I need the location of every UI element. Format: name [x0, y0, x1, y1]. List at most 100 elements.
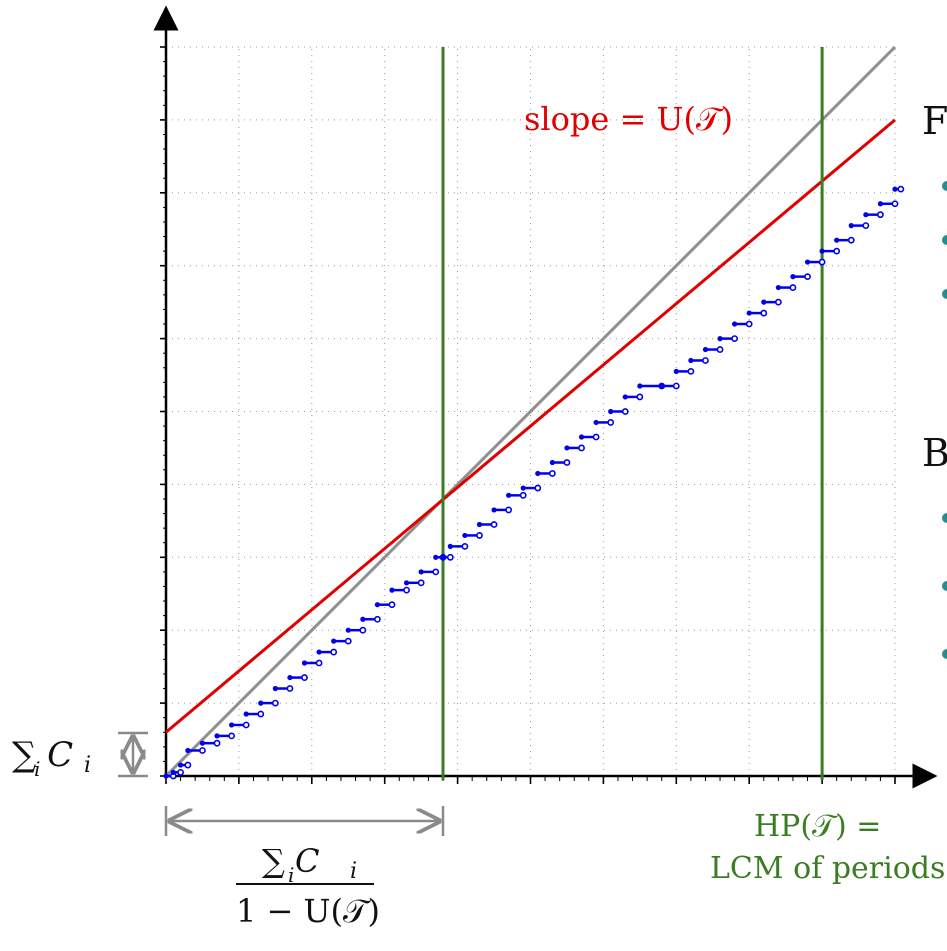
demand-step-open-point	[184, 761, 192, 769]
demand-step-point	[177, 762, 184, 768]
side-letter-b: B	[922, 431, 947, 475]
bullet-dot	[942, 289, 947, 299]
bullet-dot	[942, 235, 947, 245]
demand-step-point	[834, 237, 840, 243]
demand-step-open-point	[213, 739, 221, 747]
demand-step-point	[746, 310, 752, 316]
demand-step-open-point	[804, 273, 811, 281]
demand-step-point	[229, 722, 235, 728]
demand-step-open-point	[607, 419, 615, 426]
demand-step-point	[199, 740, 206, 746]
demand-step-open-point	[847, 236, 855, 244]
demand-step-point	[316, 649, 322, 655]
sum-c-left-text: ∑ C	[12, 735, 73, 775]
demand-step-point	[702, 346, 709, 353]
demand-step-open-point	[286, 685, 294, 692]
bullet-dot	[942, 513, 947, 523]
side-letter-f: F	[922, 99, 947, 143]
bullet-dot	[942, 581, 947, 591]
demand-step-open-point	[177, 768, 184, 776]
demand-step-point	[688, 357, 694, 364]
demand-step-point	[892, 186, 898, 192]
demand-step-open-point	[388, 601, 396, 609]
sum-c-left-sub: i	[34, 757, 40, 781]
demand-step-open-point	[476, 532, 483, 539]
demand-step-point	[863, 212, 869, 218]
demand-step-point	[717, 336, 723, 342]
demand-step-open-point	[833, 247, 841, 255]
demand-step-open-point	[257, 710, 265, 718]
demand-step-point	[418, 569, 424, 575]
identity-line	[164, 45, 897, 778]
demand-step-point	[804, 259, 811, 265]
demand-step-open-point	[301, 674, 308, 681]
demand-step-open-point	[242, 721, 250, 729]
hp-label-line2: LCM of periods	[710, 851, 945, 886]
demand-steps	[163, 185, 905, 780]
demand-step-point	[476, 521, 483, 528]
bullet-list-fragments	[942, 181, 947, 659]
demand-step-open-point	[199, 747, 206, 754]
demand-step-point	[462, 532, 468, 539]
demand-step-point	[360, 616, 366, 622]
demand-step-point	[535, 470, 541, 477]
reference-lines	[164, 45, 897, 780]
demand-step-open-point	[271, 699, 279, 707]
demand-step-point	[287, 674, 293, 681]
demand-step-point	[374, 602, 381, 608]
demand-step-point	[761, 299, 767, 305]
demand-step-open-point	[578, 444, 585, 452]
demand-step-point	[258, 700, 264, 706]
demand-step-point	[659, 383, 665, 389]
demand-step-point	[549, 459, 555, 466]
demand-step-open-point	[359, 626, 367, 634]
fraction-numerator: ∑ C	[262, 842, 320, 880]
demand-step-open-point	[818, 258, 826, 266]
demand-step-open-point	[374, 615, 381, 623]
demand-step-open-point	[403, 586, 410, 594]
demand-step-open-point	[774, 298, 782, 306]
demand-step-point	[637, 383, 643, 389]
fraction-bracket	[164, 806, 445, 836]
demand-step-point	[243, 711, 249, 717]
bullet-dot	[942, 649, 947, 659]
demand-step-point	[440, 554, 446, 560]
demand-step-point	[331, 638, 337, 644]
demand-step-point	[848, 223, 854, 229]
demand-step-point	[608, 408, 614, 415]
demand-step-point	[564, 445, 570, 451]
demand-step-point	[520, 485, 526, 491]
demand-step-point	[433, 554, 439, 560]
fraction-numerator-i: i	[350, 859, 357, 884]
hp-label-line1: HP(𝒯) =	[754, 809, 881, 844]
demand-step-open-point	[789, 284, 797, 291]
demand-step-open-point	[687, 368, 695, 375]
demand-step-open-point	[636, 393, 644, 401]
fraction-denominator: 1 − U(𝒯)	[236, 892, 380, 930]
demand-step-point	[877, 201, 884, 207]
demand-step-point	[593, 419, 599, 426]
demand-step-point	[447, 543, 453, 549]
demand-step-open-point	[760, 309, 768, 317]
sum-c-left-i: i	[84, 753, 91, 778]
demand-step-open-point	[490, 521, 498, 528]
demand-step-point	[673, 368, 679, 375]
demand-step-point	[272, 685, 278, 692]
demand-step-point	[214, 733, 220, 739]
demand-step-point	[403, 580, 410, 586]
demand-step-open-point	[228, 732, 236, 740]
demand-step-open-point	[344, 637, 352, 645]
demand-step-open-point	[731, 335, 739, 342]
demand-step-point	[301, 660, 308, 666]
demand-step-open-point	[534, 484, 542, 492]
demand-step-open-point	[315, 659, 323, 667]
demand-step-open-point	[519, 491, 527, 499]
fraction-numerator-sub: i	[288, 863, 294, 887]
demand-step-point	[389, 587, 395, 593]
fraction-label: ∑ C i i 1 − U(𝒯)	[236, 842, 380, 930]
demand-step-open-point	[862, 222, 870, 230]
demand-step-point	[170, 769, 176, 775]
slope-label: slope = U(𝒯)	[524, 100, 733, 138]
